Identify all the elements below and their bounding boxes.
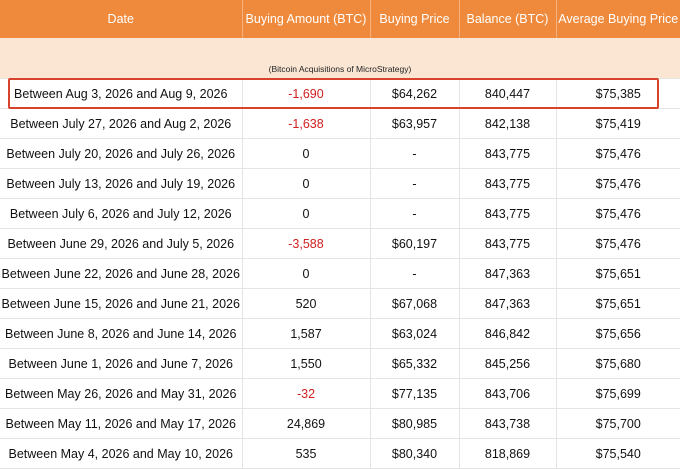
table-row: Between May 26, 2026 and May 31, 2026 -32… — [0, 378, 680, 409]
cell-buying-amount: 0 — [242, 168, 371, 199]
cell-buying-price: $77,135 — [370, 378, 460, 409]
cell-average-buying-price: $75,699 — [556, 378, 680, 409]
cell-buying-amount: -32 — [242, 378, 371, 409]
cell-buying-amount: 0 — [242, 138, 371, 169]
cell-average-buying-price: $75,419 — [556, 108, 680, 139]
cell-average-buying-price: $75,651 — [556, 258, 680, 289]
cell-average-buying-price: $75,651 — [556, 288, 680, 319]
table-header-row: Date Buying Amount (BTC) Buying Price Ba… — [0, 0, 680, 38]
cell-balance: 847,363 — [459, 258, 557, 289]
cell-buying-price: - — [370, 198, 460, 229]
table-row: Between June 22, 2026 and June 28, 2026 0… — [0, 258, 680, 289]
table-row: Between Aug 3, 2026 and Aug 9, 2026 -1,69… — [0, 78, 680, 109]
header-date: Date — [0, 0, 243, 38]
cell-date: Between May 26, 2026 and May 31, 2026 — [0, 378, 243, 409]
cell-date: Between June 15, 2026 and June 21, 2026 — [0, 288, 243, 319]
table-row: Between June 29, 2026 and July 5, 2026 -3… — [0, 228, 680, 259]
cell-balance: 842,138 — [459, 108, 557, 139]
cell-date: Between July 27, 2026 and Aug 2, 2026 — [0, 108, 243, 139]
caption-row: (Bitcoin Acquisitions of MicroStrategy) — [0, 38, 680, 79]
table-caption: (Bitcoin Acquisitions of MicroStrategy) — [0, 38, 680, 79]
cell-balance: 843,738 — [459, 408, 557, 439]
cell-average-buying-price: $75,476 — [556, 228, 680, 259]
header-average-buying-price: Average Buying Price — [556, 0, 680, 38]
cell-date: Between May 11, 2026 and May 17, 2026 — [0, 408, 243, 439]
cell-buying-amount: 24,869 — [242, 408, 371, 439]
cell-balance: 818,869 — [459, 438, 557, 469]
header-buying-amount: Buying Amount (BTC) — [242, 0, 371, 38]
table-row: Between July 27, 2026 and Aug 2, 2026 -1,… — [0, 108, 680, 139]
cell-buying-amount: 535 — [242, 438, 371, 469]
cell-buying-price: $67,068 — [370, 288, 460, 319]
cell-buying-amount: -1,638 — [242, 108, 371, 139]
cell-buying-amount: 0 — [242, 258, 371, 289]
table-row: Between May 4, 2026 and May 10, 2026 535 $… — [0, 438, 680, 469]
cell-average-buying-price: $75,385 — [556, 78, 680, 109]
table-row: Between June 1, 2026 and June 7, 2026 1,5… — [0, 348, 680, 379]
cell-date: Between July 6, 2026 and July 12, 2026 — [0, 198, 243, 229]
cell-balance: 846,842 — [459, 318, 557, 349]
header-balance: Balance (BTC) — [459, 0, 557, 38]
cell-average-buying-price: $75,476 — [556, 168, 680, 199]
cell-balance: 840,447 — [459, 78, 557, 109]
cell-buying-price: $63,957 — [370, 108, 460, 139]
cell-balance: 845,256 — [459, 348, 557, 379]
table-row: Between July 13, 2026 and July 19, 2026 0… — [0, 168, 680, 199]
cell-buying-price: $63,024 — [370, 318, 460, 349]
cell-average-buying-price: $75,540 — [556, 438, 680, 469]
cell-balance: 843,775 — [459, 168, 557, 199]
table-row: Between June 8, 2026 and June 14, 2026 1,… — [0, 318, 680, 349]
cell-buying-price: $65,332 — [370, 348, 460, 379]
cell-date: Between June 1, 2026 and June 7, 2026 — [0, 348, 243, 379]
table-row: Between July 6, 2026 and July 12, 2026 0-… — [0, 198, 680, 229]
cell-buying-price: - — [370, 168, 460, 199]
table-row: Between June 15, 2026 and June 21, 2026 5… — [0, 288, 680, 319]
cell-buying-amount: 1,587 — [242, 318, 371, 349]
cell-balance: 847,363 — [459, 288, 557, 319]
table-row: Between May 11, 2026 and May 17, 2026 24,… — [0, 408, 680, 439]
cell-average-buying-price: $75,680 — [556, 348, 680, 379]
cell-buying-amount: -1,690 — [242, 78, 371, 109]
cell-average-buying-price: $75,476 — [556, 198, 680, 229]
cell-buying-price: $80,985 — [370, 408, 460, 439]
cell-buying-price: - — [370, 138, 460, 169]
cell-balance: 843,775 — [459, 228, 557, 259]
cell-buying-amount: 0 — [242, 198, 371, 229]
cell-average-buying-price: $75,656 — [556, 318, 680, 349]
cell-date: Between June 8, 2026 and June 14, 2026 — [0, 318, 243, 349]
cell-date: Between June 22, 2026 and June 28, 2026 — [0, 258, 243, 289]
cell-buying-price: $60,197 — [370, 228, 460, 259]
cell-date: Between Aug 3, 2026 and Aug 9, 2026 — [0, 78, 243, 109]
cell-buying-amount: -3,588 — [242, 228, 371, 259]
cell-date: Between July 20, 2026 and July 26, 2026 — [0, 138, 243, 169]
cell-average-buying-price: $75,476 — [556, 138, 680, 169]
cell-date: Between May 4, 2026 and May 10, 2026 — [0, 438, 243, 469]
cell-balance: 843,775 — [459, 198, 557, 229]
cell-balance: 843,775 — [459, 138, 557, 169]
cell-buying-price: $80,340 — [370, 438, 460, 469]
cell-buying-price: - — [370, 258, 460, 289]
cell-average-buying-price: $75,700 — [556, 408, 680, 439]
table-row: Between July 20, 2026 and July 26, 2026 0… — [0, 138, 680, 169]
cell-buying-amount: 520 — [242, 288, 371, 319]
cell-buying-price: $64,262 — [370, 78, 460, 109]
cell-balance: 843,706 — [459, 378, 557, 409]
cell-date: Between June 29, 2026 and July 5, 2026 — [0, 228, 243, 259]
header-buying-price: Buying Price — [370, 0, 460, 38]
cell-buying-amount: 1,550 — [242, 348, 371, 379]
cell-date: Between July 13, 2026 and July 19, 2026 — [0, 168, 243, 199]
